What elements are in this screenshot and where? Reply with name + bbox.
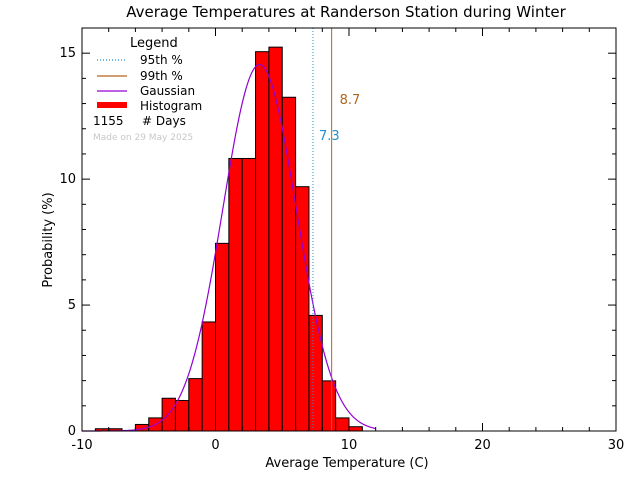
percentile-label: 7.3 [319, 129, 340, 144]
histogram-bar [295, 186, 310, 432]
x-tick-label: 30 [608, 438, 625, 453]
legend-label-histogram: Histogram [140, 99, 202, 113]
y-tick-label: 15 [59, 46, 76, 61]
legend-label-99th: 99th % [140, 69, 183, 83]
percentile-label: 8.7 [340, 93, 361, 108]
histogram-bar [228, 157, 243, 432]
histogram-bar [255, 51, 270, 432]
x-tick-label: 20 [474, 438, 491, 453]
histogram-bar [215, 242, 230, 432]
legend-days-count: 1155 [93, 114, 124, 128]
histogram-bar [241, 157, 257, 432]
legend-swatch-histogram [97, 102, 127, 108]
y-axis-title: Probability (%) [41, 192, 56, 287]
histogram-bar [335, 417, 350, 432]
histogram-bar [321, 380, 337, 432]
y-tick-label: 5 [68, 298, 76, 313]
x-tick-label: 0 [211, 438, 219, 453]
legend: Legend 95th % 99th % Gaussian Histogram … [93, 36, 202, 143]
histogram-bar [348, 426, 363, 432]
histogram-bars [94, 46, 363, 432]
y-tick-label: 0 [68, 424, 76, 439]
x-tick-label: 10 [341, 438, 358, 453]
legend-label-gaussian: Gaussian [140, 84, 195, 98]
legend-days-label: # Days [142, 114, 186, 128]
made-on-note: Made on 29 May 2025 [93, 133, 193, 143]
x-axis-title: Average Temperature (C) [265, 456, 428, 471]
histogram-bar [281, 96, 297, 432]
histogram-bar [201, 321, 216, 432]
legend-label-95th: 95th % [140, 53, 183, 67]
chart-title: Average Temperatures at Randerson Statio… [126, 3, 566, 21]
gaussian-curve-group [82, 63, 376, 432]
x-tick-label: -10 [71, 438, 92, 453]
histogram-bar [308, 314, 323, 432]
histogram-bar [174, 400, 190, 432]
histogram-bar [268, 46, 283, 432]
y-tick-label: 10 [59, 172, 76, 187]
gaussian-curve [82, 63, 376, 432]
histogram-bar [188, 378, 203, 432]
legend-title: Legend [130, 36, 178, 51]
percentile-lines: 7.3 8.7 [312, 28, 361, 431]
